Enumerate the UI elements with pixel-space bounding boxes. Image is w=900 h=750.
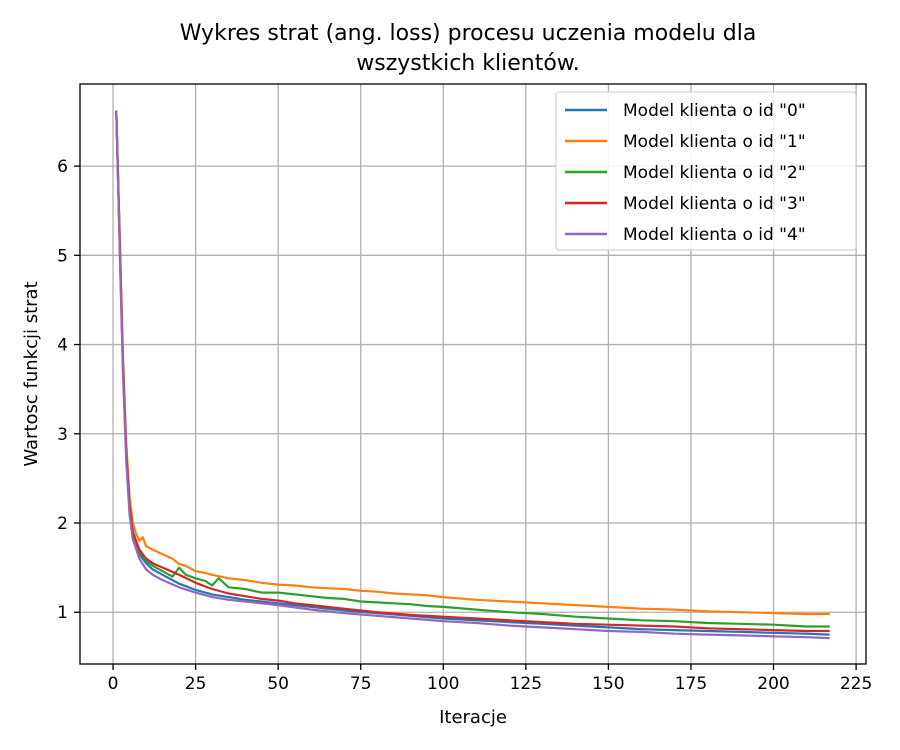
x-axis-label: Iteracje (439, 707, 507, 728)
x-tick-label: 200 (757, 674, 789, 694)
x-tick-label: 25 (185, 674, 207, 694)
series-line-4 (115, 110, 830, 640)
y-tick-label: 4 (57, 336, 68, 356)
x-tick-label: 75 (350, 674, 372, 694)
series-lines (115, 110, 830, 640)
x-tick-label: 125 (510, 674, 542, 694)
x-tick-label: 175 (675, 674, 707, 694)
chart-title-line-2: wszystkich klientów. (356, 51, 580, 76)
legend-box (555, 91, 857, 251)
x-tick-label: 50 (267, 674, 289, 694)
legend-label-1: Model klienta o id "1" (623, 132, 806, 152)
chart-title-line-1: Wykres strat (ang. loss) procesu uczenia… (180, 21, 757, 46)
series-line-2 (115, 110, 830, 628)
legend-label-2: Model klienta o id "2" (623, 163, 806, 183)
y-axis-label: Wartosc funkcji strat (21, 281, 42, 466)
x-tick-label: 0 (108, 674, 119, 694)
plot-frame (79, 83, 867, 665)
x-axis-ticks: 0 25 50 75 100 125 150 175 200 225 (108, 664, 872, 694)
y-tick-label: 6 (57, 157, 68, 177)
legend-label-3: Model klienta o id "3" (623, 194, 806, 214)
series-line-1 (115, 110, 830, 616)
x-tick-label: 100 (427, 674, 459, 694)
y-tick-label: 2 (57, 514, 68, 534)
legend: Model klienta o id "0" Model klienta o id… (555, 91, 857, 251)
x-tick-label: 150 (592, 674, 624, 694)
y-tick-label: 3 (57, 425, 68, 445)
y-tick-label: 1 (57, 603, 68, 623)
legend-label-0: Model klienta o id "0" (623, 101, 806, 121)
legend-items: Model klienta o id "0" Model klienta o id… (565, 101, 806, 245)
y-axis-ticks: 1 2 3 4 5 6 (57, 157, 80, 623)
series-line-3 (115, 110, 830, 633)
legend-label-4: Model klienta o id "4" (623, 225, 806, 245)
y-tick-label: 5 (57, 246, 68, 266)
x-tick-label: 225 (840, 674, 872, 694)
